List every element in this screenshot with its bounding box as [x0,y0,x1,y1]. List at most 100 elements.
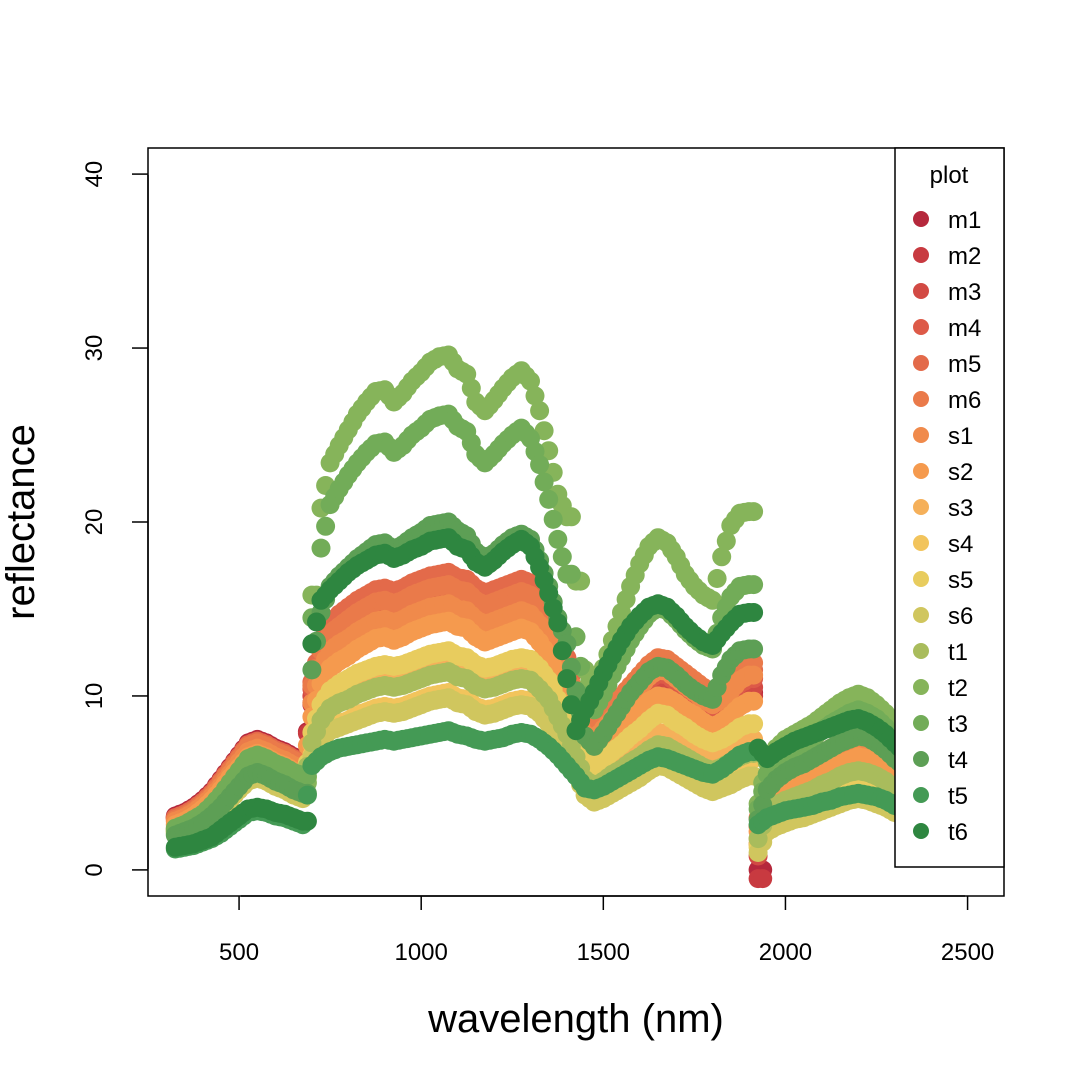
data-point [525,386,545,406]
legend-item-m1: m1 [913,207,981,234]
x-tick-label: 1500 [577,939,630,966]
legend-marker [913,247,929,263]
y-tick-label: 40 [81,161,108,188]
y-tick-label: 10 [81,683,108,710]
legend-label: t4 [948,747,968,774]
legend-title: plot [930,162,969,189]
data-point [557,669,577,689]
legend-label: s5 [948,567,973,594]
legend-marker [913,679,929,695]
data-point [302,660,322,680]
legend-label: m4 [948,315,981,342]
points-layer [165,345,923,889]
legend-marker [913,823,929,839]
legend-label: m5 [948,351,981,378]
legend-marker [913,463,929,479]
data-point [534,472,554,492]
data-point [744,665,764,685]
legend-label: m2 [948,243,981,270]
legend-marker [913,787,929,803]
data-point [716,531,736,551]
y-axis-title: reflectance [0,424,43,620]
legend-marker [913,427,929,443]
y-ticks: 0 10 20 30 40 [81,161,148,877]
series-t6 [165,528,923,857]
legend-item-m2: m2 [913,243,981,270]
data-point [744,603,764,622]
legend-marker [913,355,929,371]
legend-marker [913,211,929,227]
x-tick-label: 500 [219,939,259,966]
legend-label: t6 [948,819,968,846]
legend-marker [913,715,929,731]
data-point [539,583,559,603]
legend-item-m6: m6 [913,387,981,414]
data-point [744,502,764,522]
legend-item-t1: t1 [913,639,968,666]
data-point [539,441,559,461]
legend-marker [913,391,929,407]
legend-label: s3 [948,495,973,522]
data-point [552,641,572,661]
legend-marker [913,751,929,767]
data-point [311,538,331,558]
legend-label: s1 [948,423,973,450]
data-point [712,547,732,567]
legend-label: t5 [948,783,968,810]
legend-item-s3: s3 [913,495,973,522]
y-tick-label: 20 [81,509,108,536]
legend-item-s5: s5 [913,567,973,594]
data-point [521,371,540,391]
legend-item-t4: t4 [913,747,968,774]
legend-label: t2 [948,675,968,702]
legend-item-m3: m3 [913,279,981,306]
legend-item-s4: s4 [913,531,973,558]
data-point [753,869,773,889]
legend-item-m4: m4 [913,315,981,342]
legend-item-m5: m5 [913,351,981,378]
data-point [316,516,336,536]
axes-layer: 500 1000 1500 2000 2500 0 10 20 30 40 wavelength… [0,147,1005,1041]
legend-label: t3 [948,711,968,738]
data-point [543,598,563,618]
data-point [297,785,317,805]
data-point [539,489,559,509]
legend-marker [913,499,929,515]
data-point [744,691,764,711]
legend-label: s4 [948,531,973,558]
x-axis-title: wavelength (nm) [427,997,724,1041]
data-point [297,811,317,831]
x-tick-label: 1000 [394,939,447,966]
legend-item-s2: s2 [913,459,973,486]
x-tick-label: 2500 [941,939,994,966]
data-point [707,569,727,588]
legend-marker [913,571,929,587]
data-point [561,507,581,527]
legend-item-t2: t2 [913,675,968,702]
data-point [744,575,764,595]
legend-marker [913,535,929,551]
data-point [744,714,764,734]
data-point [307,612,326,632]
legend: plot m1 m2 m3 m4 m5 m6 s1 s2 s3 s4 s5 s6 t1 t2 t3 t4 t5 t… [894,147,1005,868]
legend-item-s1: s1 [913,423,973,450]
data-point [552,547,572,567]
data-point [548,613,568,633]
legend-label: s2 [948,459,973,486]
data-point [561,564,581,584]
data-point [530,455,550,475]
legend-marker [913,607,929,623]
legend-item-t6: t6 [913,819,968,846]
x-ticks: 500 1000 1500 2000 2500 [219,896,994,966]
y-tick-label: 30 [81,335,108,362]
legend-label: m6 [948,387,981,414]
legend-label: t1 [948,639,968,666]
legend-item-s6: s6 [913,603,973,630]
legend-item-t5: t5 [913,783,968,810]
data-point [530,401,550,421]
legend-marker [913,643,929,659]
legend-marker [913,283,929,299]
legend-label: m1 [948,207,981,234]
legend-label: m3 [948,279,981,306]
